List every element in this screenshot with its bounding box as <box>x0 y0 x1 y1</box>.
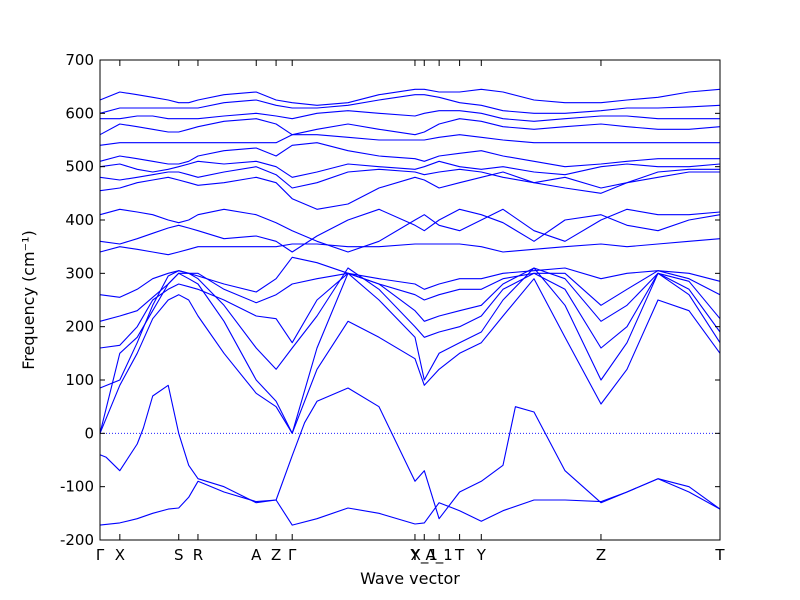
x-tick-label: T <box>714 546 725 564</box>
y-tick-labels: -200 -100 0 100 200 300 400 500 600 700 <box>60 51 94 549</box>
x-tick-label: Z <box>271 546 281 564</box>
y-tick-label: -100 <box>60 478 94 496</box>
x-tick-label: A_1 <box>425 546 452 565</box>
x-tick-label: Y <box>476 546 487 564</box>
y-tick-label: 600 <box>65 104 94 122</box>
x-tick-label: S <box>174 546 184 564</box>
x-tick-label: Z <box>596 546 606 564</box>
x-tick-label: X <box>115 546 125 564</box>
y-tick-label: 200 <box>65 318 94 336</box>
band-line-3 <box>99 278 721 434</box>
y-tick-label: 700 <box>65 51 94 69</box>
x-tick-label: Γ <box>288 546 297 564</box>
axis-ticks <box>99 59 721 541</box>
band-line-17 <box>99 118 721 136</box>
band-line-9 <box>99 238 721 256</box>
band-lines <box>99 88 721 526</box>
y-tick-label: 300 <box>65 264 94 282</box>
band-line-13 <box>99 166 720 189</box>
x-tick-label: Γ <box>96 546 105 564</box>
band-line-18 <box>100 110 720 122</box>
x-tick-label: R <box>193 546 203 564</box>
y-tick-label: -200 <box>60 531 94 549</box>
y-tick-label: 0 <box>84 424 94 442</box>
x-tick-label: A <box>251 546 262 564</box>
band-line-15 <box>99 142 720 168</box>
band-line-20 <box>99 88 721 106</box>
x-tick-label: T <box>454 546 465 564</box>
band-line-8 <box>99 256 721 298</box>
band-line-2 <box>99 384 721 520</box>
y-tick-label: 400 <box>65 211 94 229</box>
x-tick-label: X_1 <box>411 546 438 565</box>
band-line-16 <box>99 134 720 146</box>
band-line-19 <box>99 94 721 114</box>
y-tick-label: 500 <box>65 158 94 176</box>
x-tick-label: Y <box>409 546 420 564</box>
x-tick-labels: Γ X S R A Z Γ YX_1A_1 T Y Z T <box>96 546 726 565</box>
y-axis-label: Frequency (cm⁻¹) <box>19 230 38 369</box>
band-line-11 <box>99 208 721 253</box>
band-line-10 <box>99 208 721 253</box>
plot-frame <box>99 59 721 541</box>
x-axis-label: Wave vector <box>360 569 460 588</box>
band-line-14 <box>99 160 721 178</box>
band-line-7 <box>99 270 721 322</box>
y-tick-label: 100 <box>65 371 94 389</box>
band-line-12 <box>99 171 720 210</box>
band-line-1 <box>99 478 721 526</box>
